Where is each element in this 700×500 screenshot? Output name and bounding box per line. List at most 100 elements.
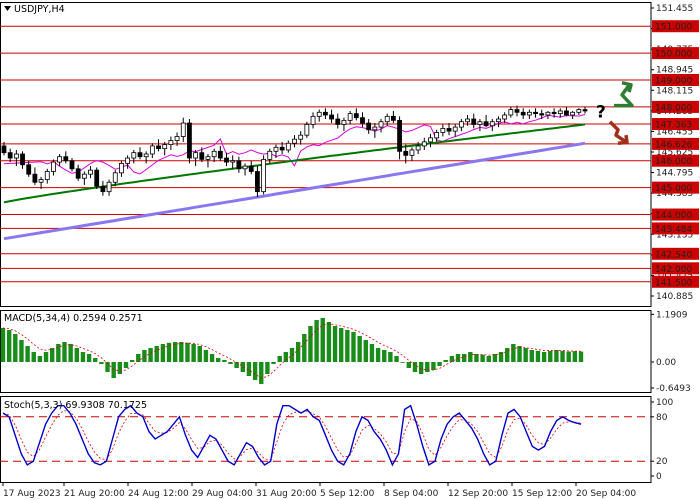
time-axis-label: 31 Aug 20:00 bbox=[256, 489, 317, 499]
candle bbox=[434, 132, 440, 139]
macd-bar bbox=[43, 352, 49, 362]
macd-bar bbox=[271, 362, 276, 364]
macd-bar bbox=[541, 352, 547, 362]
macd-bar bbox=[517, 346, 522, 362]
macd-bar bbox=[345, 330, 350, 362]
macd-bar bbox=[6, 330, 12, 362]
candle bbox=[570, 111, 576, 116]
macd-bar bbox=[49, 348, 55, 362]
macd-bar bbox=[185, 342, 190, 362]
macd-bar bbox=[400, 362, 405, 363]
macd-bar bbox=[332, 326, 338, 362]
candle bbox=[81, 173, 87, 179]
candle bbox=[551, 111, 557, 115]
candle bbox=[13, 153, 19, 159]
macd-bar bbox=[357, 336, 362, 362]
macd-bar bbox=[351, 332, 356, 362]
candle bbox=[557, 110, 563, 115]
moving-average-line bbox=[3, 114, 586, 175]
macd-bar bbox=[308, 326, 313, 362]
level-label-bg bbox=[652, 222, 699, 235]
moving-average-line bbox=[3, 141, 586, 241]
candle bbox=[224, 157, 229, 163]
candle bbox=[458, 121, 464, 128]
macd-bar bbox=[418, 362, 424, 374]
macd-bar bbox=[498, 352, 504, 362]
price-axis-tick: 144.385 bbox=[656, 189, 693, 199]
candle bbox=[57, 156, 63, 163]
stoch-title: Stoch(5,3,3) 69.9308 70.1725 bbox=[4, 400, 147, 411]
candle bbox=[88, 169, 93, 175]
candle bbox=[292, 138, 297, 144]
macd-bar bbox=[37, 356, 43, 362]
candle bbox=[100, 185, 106, 193]
macd-bar bbox=[511, 344, 516, 362]
macd-bar bbox=[216, 358, 221, 362]
candle bbox=[255, 171, 260, 193]
macd-bar bbox=[252, 362, 258, 380]
level-label: 148.000 bbox=[655, 103, 692, 113]
candle bbox=[533, 111, 538, 115]
candle bbox=[119, 163, 124, 174]
candle bbox=[230, 160, 236, 163]
macd-bar bbox=[99, 362, 104, 364]
macd-bar bbox=[86, 354, 92, 362]
macd-bar bbox=[166, 342, 172, 362]
macd-title: MACD(5,34,4) 0.2594 0.2571 bbox=[4, 313, 143, 324]
candle bbox=[298, 134, 304, 140]
candle bbox=[440, 128, 446, 133]
macd-bar bbox=[486, 356, 491, 362]
time-axis-label: 17 Aug 2023 bbox=[3, 489, 61, 499]
level-label: 144.000 bbox=[655, 211, 692, 221]
candle bbox=[137, 152, 143, 158]
candle bbox=[143, 153, 149, 158]
macd-bar bbox=[505, 348, 510, 362]
candle bbox=[273, 146, 279, 152]
macd-bar bbox=[240, 362, 246, 372]
time-axis-label: 8 Sep 04:00 bbox=[384, 489, 439, 499]
candle bbox=[168, 140, 174, 145]
macd-bar bbox=[19, 340, 24, 362]
macd-bar bbox=[455, 354, 461, 362]
macd-bar bbox=[480, 354, 485, 362]
forecast-down-arrowhead bbox=[617, 134, 629, 145]
candle bbox=[38, 179, 44, 183]
macd-bar bbox=[382, 350, 387, 362]
candle bbox=[341, 119, 347, 125]
candle bbox=[360, 117, 365, 124]
time-axis-label: 5 Sep 12:00 bbox=[320, 489, 375, 499]
level-label-bg bbox=[652, 100, 699, 113]
candle bbox=[205, 156, 211, 160]
level-label: 143.484 bbox=[655, 225, 692, 235]
macd-bar bbox=[191, 344, 196, 362]
macd-bar bbox=[338, 328, 344, 362]
macd-bar bbox=[412, 362, 418, 372]
macd-bar bbox=[93, 358, 98, 362]
macd-bar bbox=[259, 362, 264, 384]
level-label-bg bbox=[652, 262, 699, 275]
candle bbox=[452, 126, 458, 132]
level-label: 146.000 bbox=[655, 157, 692, 167]
macd-bar bbox=[363, 340, 368, 362]
macd-bar bbox=[277, 356, 282, 362]
candle bbox=[477, 121, 483, 125]
candle bbox=[174, 136, 180, 141]
macd-bar bbox=[172, 342, 178, 362]
macd-bar bbox=[560, 350, 565, 362]
candle bbox=[582, 109, 588, 112]
macd-bar bbox=[529, 350, 535, 362]
macd-bar bbox=[25, 346, 30, 362]
candle bbox=[403, 150, 409, 156]
candle bbox=[211, 150, 217, 158]
candle bbox=[106, 181, 112, 193]
level-label-bg bbox=[652, 154, 699, 167]
level-label-bg bbox=[652, 275, 699, 288]
candle bbox=[397, 119, 402, 152]
macd-bar bbox=[222, 360, 227, 362]
candle bbox=[156, 145, 161, 150]
candle bbox=[261, 158, 266, 193]
macd-bar bbox=[437, 362, 442, 366]
macd-bar bbox=[117, 362, 123, 374]
macd-bar bbox=[320, 318, 325, 362]
